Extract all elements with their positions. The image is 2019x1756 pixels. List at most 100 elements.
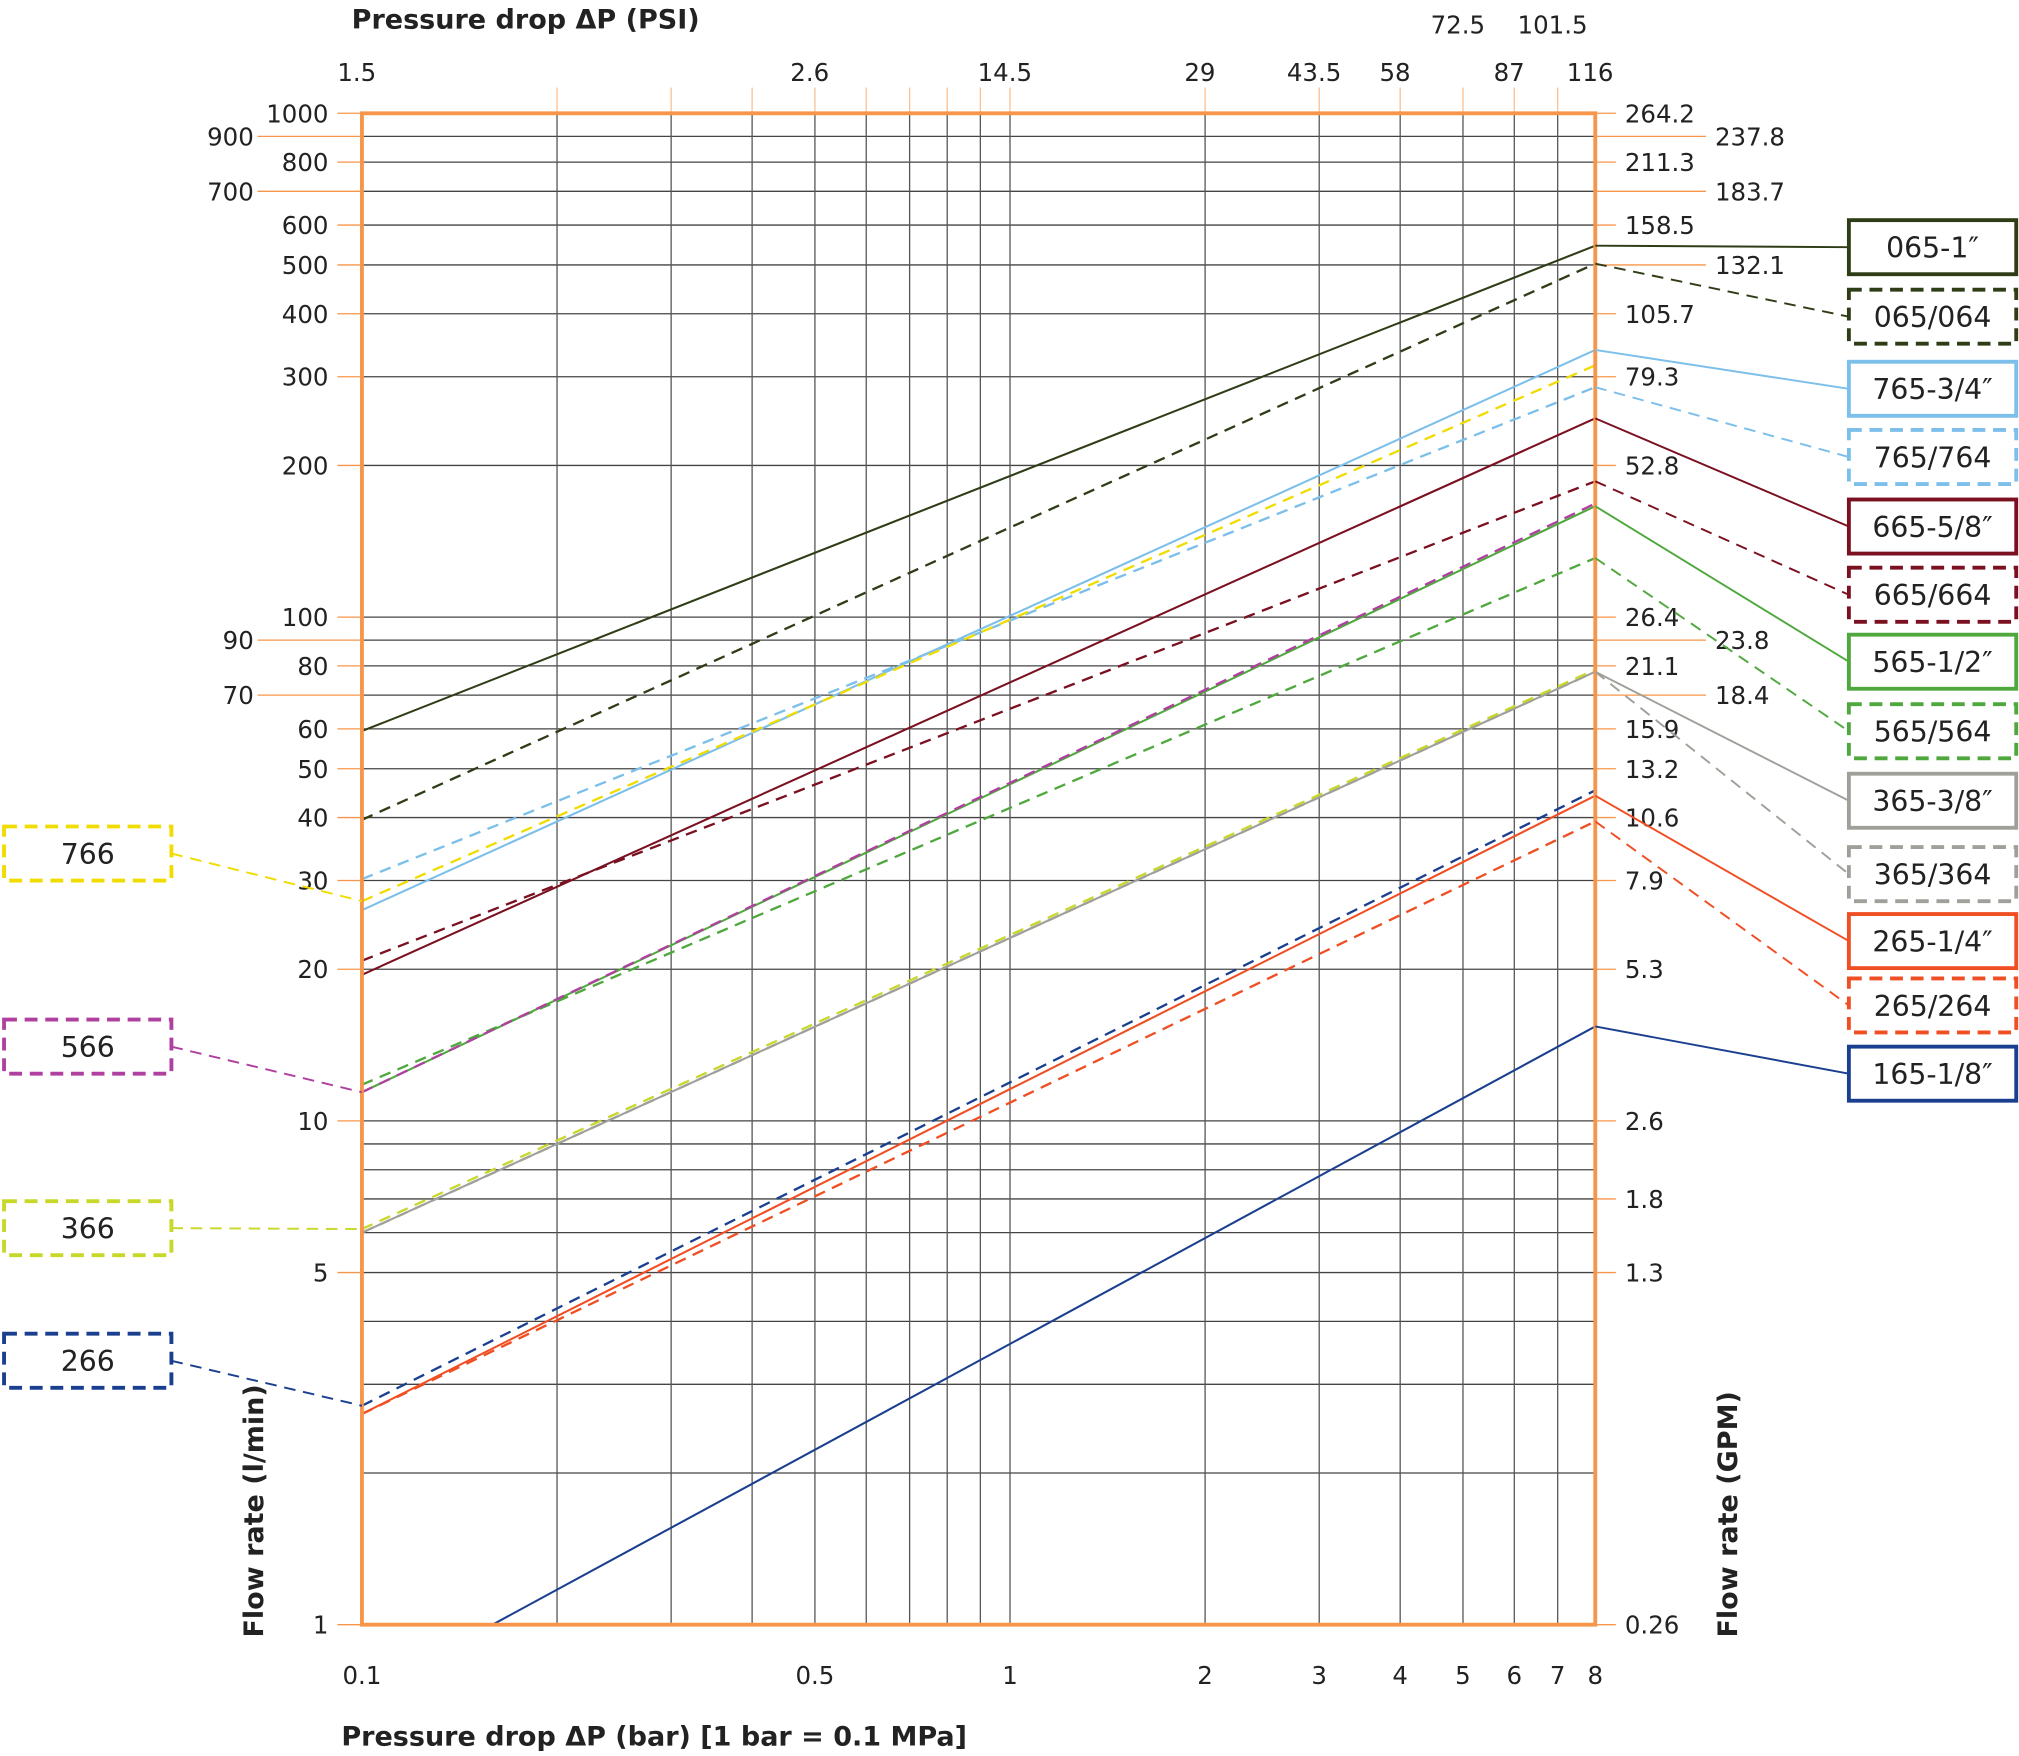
psi-tick-label: 72.5 [1431,10,1485,39]
legend-box [1846,428,2019,486]
y-tick-label: 600 [282,211,329,240]
legend-label: 765-3/4″ [1872,373,1992,406]
psi-tick-label: 29 [1184,58,1215,87]
y-tick-label: 900 [207,122,254,151]
x-tick-label: 1 [1002,1661,1018,1690]
legend-leader-line [1594,820,1850,1007]
legend-label: 265/264 [1874,990,1992,1023]
series-line-766 [361,364,1596,903]
legend-label: 665/664 [1874,579,1992,612]
y-tick-label: 40 [297,804,328,833]
series-line-765-764 [361,386,1596,881]
legend-box [1846,1044,2019,1103]
psi-tick-label: 58 [1379,58,1410,87]
gpm-tick-label: 1.8 [1625,1185,1664,1214]
legend-box [1846,771,2019,830]
y-tick-label: 400 [282,300,329,329]
gpm-tick-label: 21.1 [1625,652,1679,681]
gpm-tick-label: 211.3 [1625,148,1695,177]
legend-box [2,1199,174,1258]
legend-label: 065-1″ [1886,231,1979,264]
y-tick-label: 90 [223,626,254,655]
legend-box [1846,565,2019,624]
legend-leader-line [171,1227,362,1231]
legend-label: 766 [61,838,115,871]
legend-label: 165-1/8″ [1872,1058,1992,1091]
series-line-265-1-4- [361,794,1596,1415]
series-line-065-064 [361,262,1596,821]
x-tick-label: 2 [1197,1661,1213,1690]
gpm-tick-label: 0.26 [1625,1611,1679,1640]
legend-leader-line [1595,1025,1850,1075]
legend-box [1846,218,2019,277]
legend-leader-line [1594,417,1850,528]
legend-label: 365-3/8″ [1872,785,1992,818]
legend-leader-line [1595,386,1850,458]
legend-label: 565-1/2″ [1872,646,1992,679]
gpm-tick-label: 1.3 [1625,1259,1664,1288]
y-tick-label: 500 [282,251,329,280]
y-tick-label: 70 [223,681,254,710]
series-line-566 [361,502,1596,1094]
x-tick-label: 3 [1311,1661,1327,1690]
x-tick-label: 0.1 [342,1661,381,1690]
legend-leader-line [171,1045,363,1094]
legend-label: 565/564 [1874,716,1992,749]
legend-leader-line [1595,349,1850,390]
y-tick-label: 20 [297,955,328,984]
x-tick-label: 5 [1455,1661,1471,1690]
y-tick-label: 5 [313,1259,329,1288]
gpm-tick-label: 5.3 [1625,955,1664,984]
psi-tick-label: 2.6 [790,58,829,87]
psi-tick-label: 116 [1567,58,1614,87]
legend-leader-line [1594,670,1850,802]
legend-box [1846,912,2019,971]
gpm-tick-label: 2.6 [1625,1107,1664,1136]
gpm-tick-label: 237.8 [1715,122,1785,151]
legend-leader-line [1594,480,1850,596]
gpm-tick-label: 23.8 [1715,626,1769,655]
psi-tick-label: 101.5 [1518,10,1588,39]
series-line-765-3-4- [361,349,1596,912]
legend-box [1846,632,2019,691]
y-axis-right-title: Flow rate (GPM) [1713,1391,1744,1637]
y-axis-title: Flow rate (l/min) [239,1384,270,1637]
gpm-tick-label: 132.1 [1715,251,1785,280]
gpm-tick-label: 264.2 [1625,99,1695,128]
plot-frame [360,111,1598,1627]
legend-leader-line [171,852,363,903]
x-tick-label: 4 [1392,1661,1408,1690]
y-tick-label: 800 [282,148,329,177]
series-line-165-1-8- [491,1025,1596,1626]
legend-box [1846,287,2019,346]
y-tick-label: 60 [297,715,328,744]
legend-leader-line [171,1359,363,1407]
legend-label: 065/064 [1874,301,1992,334]
axis-ticks: 1000 900 800 700 600 500 400 300 200 100 90 80 70 60 5… [207,10,1785,1689]
series-line-065-1- [361,244,1596,733]
gpm-tick-label: 52.8 [1625,451,1679,480]
series-line-665-664 [361,480,1596,962]
series-line-565-1-2- [361,505,1596,1094]
legend-label: 665-5/8″ [1872,511,1992,544]
series-line-266 [361,789,1596,1407]
x-tick-label: 6 [1507,1661,1523,1690]
psi-tick-label: 1.5 [337,58,376,87]
legend-box [1846,845,2019,904]
legend-box [1846,359,2019,418]
legend-leader-line [1594,505,1850,663]
psi-tick-label: 87 [1494,58,1525,87]
gpm-tick-label: 183.7 [1715,177,1785,206]
x-tick-label: 7 [1550,1661,1566,1690]
x-tick-label: 8 [1587,1661,1603,1690]
y-tick-label: 300 [282,363,329,392]
legend-label: 765/764 [1874,441,1992,474]
gpm-tick-label: 18.4 [1715,681,1769,710]
legend-label: 265-1/4″ [1872,925,1992,958]
gpm-tick-label: 15.9 [1625,715,1679,744]
gpm-tick-label: 13.2 [1625,755,1679,784]
legend: 065-1″ 065/064 765-3/4″ 765/764 665-5/8″ 665/… [2,218,2019,1407]
psi-axis-title: Pressure drop ΔP (PSI) [352,4,700,35]
gpm-tick-label: 7.9 [1625,867,1664,896]
